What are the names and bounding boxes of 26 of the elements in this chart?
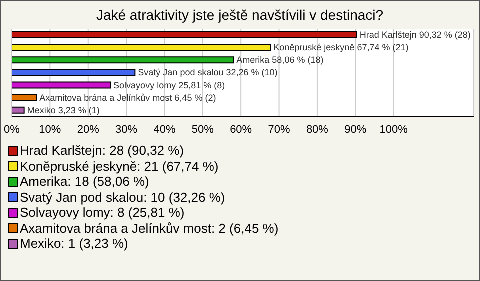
x-tick-label: 100% [380, 124, 408, 136]
x-tick-label: 50% [192, 124, 214, 136]
data-label: Koněpruské jeskyně 67,74 % (21) [274, 42, 409, 53]
x-tick-label: 90% [344, 124, 367, 136]
data-label: Mexiko 3,23 % (1) [27, 105, 100, 116]
data-label: Svatý Jan pod skalou 32,26 % (10) [138, 68, 278, 78]
x-tick-label: 20% [77, 124, 100, 136]
x-tick-label: 40% [154, 124, 176, 136]
x-tick-label: 0% [4, 124, 20, 136]
x-tick-label: 30% [116, 124, 138, 136]
data-label: Axamitova brána a Jelínkův most 6,45 % (2) [40, 92, 216, 103]
chart-title: Jaké atraktivity jste ještě navštívili v destinaci? [95, 7, 385, 25]
legend-label: Hrad Karlštejn: 28 (90,32 %) [20, 143, 184, 158]
legend-label: Mexiko: 1 (3,23 %) [20, 236, 128, 252]
legend-label: Svatý Jan pod skalou: 10 (32,26 %) [20, 190, 226, 205]
legend-label: Amerika: 18 (58,06 %) [20, 174, 150, 190]
x-tick-label: 10% [39, 124, 62, 136]
legend-label: Solvayovy lomy: 8 (25,81 %) [20, 205, 185, 220]
x-tick-label: 80% [306, 124, 329, 136]
data-label: Hrad Karlštejn 90,32 % (28) [360, 30, 471, 40]
data-label: Amerika 58,06 % (18) [236, 55, 324, 66]
legend-label: Koněpruské jeskyně: 21 (67,74 %) [20, 158, 219, 174]
x-tick-label: 70% [268, 124, 290, 136]
legend-label: Axamitova brána a Jelínkův most: 2 (6,45 %) [20, 220, 279, 236]
data-label: Solvayovy lomy 25,81 % (8) [114, 80, 226, 90]
x-tick-label: 60% [230, 124, 252, 136]
